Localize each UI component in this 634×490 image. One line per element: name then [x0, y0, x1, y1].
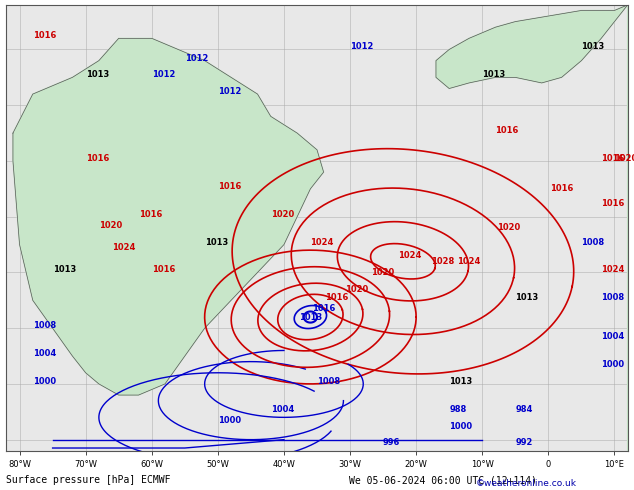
Text: 1012: 1012	[152, 71, 175, 79]
Text: 1013: 1013	[53, 266, 76, 274]
Text: 1012: 1012	[184, 53, 208, 63]
Text: 1000: 1000	[218, 416, 241, 425]
Text: 1016: 1016	[218, 182, 241, 191]
Text: 1013: 1013	[581, 43, 605, 51]
Text: 1008: 1008	[581, 238, 604, 246]
Text: 1016: 1016	[495, 126, 519, 135]
Polygon shape	[13, 38, 323, 395]
Text: 1020: 1020	[99, 221, 122, 230]
Text: 1013: 1013	[450, 377, 472, 386]
Text: 1016: 1016	[325, 293, 349, 302]
Text: 1000: 1000	[601, 360, 624, 369]
Text: 992: 992	[515, 438, 533, 447]
Text: 1024: 1024	[398, 251, 421, 260]
Text: 996: 996	[383, 438, 401, 447]
Text: 1020: 1020	[271, 210, 294, 219]
Text: 1020: 1020	[614, 154, 634, 163]
Text: 1004: 1004	[601, 332, 624, 342]
Text: 1024: 1024	[112, 243, 136, 252]
Text: 1013: 1013	[299, 313, 322, 321]
Text: 1013: 1013	[86, 71, 109, 79]
Text: 1000: 1000	[450, 421, 472, 431]
Text: 984: 984	[515, 405, 533, 414]
Text: 1016: 1016	[601, 198, 624, 208]
Text: Surface pressure [hPa] ECMWF: Surface pressure [hPa] ECMWF	[6, 475, 171, 485]
Text: ©weatheronline.co.uk: ©weatheronline.co.uk	[476, 479, 576, 488]
Text: 1013: 1013	[515, 294, 538, 302]
Text: 1016: 1016	[601, 154, 624, 163]
Text: 1020: 1020	[497, 223, 521, 232]
Text: 1008: 1008	[33, 321, 56, 330]
Text: 1012: 1012	[218, 87, 241, 96]
Text: 1016: 1016	[86, 154, 109, 163]
Text: 1013: 1013	[205, 238, 228, 246]
Text: 988: 988	[450, 405, 467, 414]
Text: 1013: 1013	[482, 71, 505, 79]
Text: 1008: 1008	[317, 377, 340, 386]
Polygon shape	[436, 5, 628, 451]
Text: 1016: 1016	[139, 210, 162, 219]
Text: 1012: 1012	[350, 43, 373, 51]
Text: 1016: 1016	[550, 184, 573, 194]
Text: 1020: 1020	[345, 285, 368, 294]
Text: 1000: 1000	[33, 377, 56, 386]
Text: 1024: 1024	[457, 257, 481, 266]
Text: 1024: 1024	[311, 238, 333, 246]
Text: 1004: 1004	[271, 405, 294, 414]
Text: 1016: 1016	[33, 31, 56, 40]
Text: 1008: 1008	[601, 294, 624, 302]
Text: 1016: 1016	[312, 304, 335, 313]
Text: 1028: 1028	[431, 257, 454, 266]
Text: We 05-06-2024 06:00 UTC (12+114): We 05-06-2024 06:00 UTC (12+114)	[349, 475, 537, 485]
Text: 1024: 1024	[601, 266, 624, 274]
Text: 1004: 1004	[33, 349, 56, 358]
Text: 1016: 1016	[152, 266, 175, 274]
Text: 1020: 1020	[372, 268, 395, 277]
